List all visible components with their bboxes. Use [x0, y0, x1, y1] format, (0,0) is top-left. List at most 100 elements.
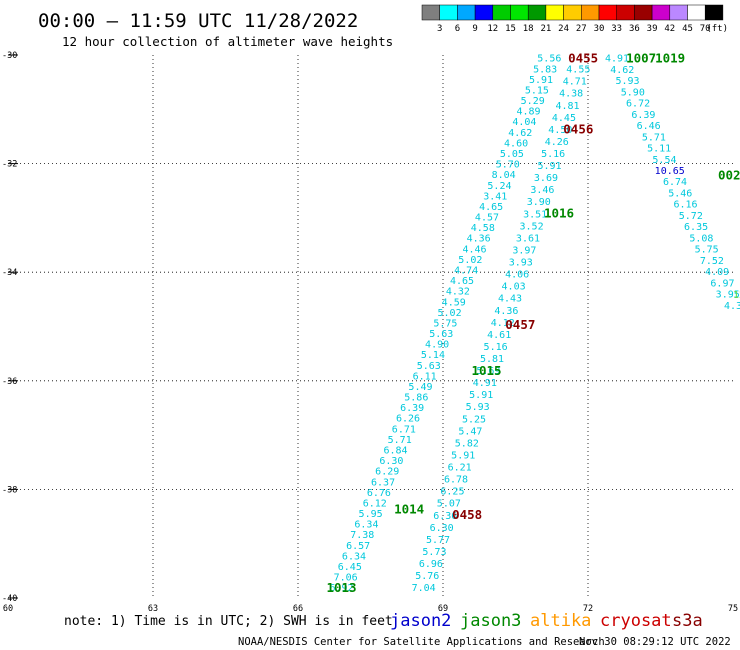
wave-height-value: 5.81 — [480, 354, 504, 365]
pass-time-label: 1015 — [471, 363, 501, 378]
wave-height-value: 7.38 — [350, 530, 374, 541]
color-scale-label: 24 — [558, 24, 569, 34]
color-scale-label: 15 — [505, 24, 516, 34]
wave-height-value: 4.43 — [498, 294, 522, 305]
color-scale-label: 70 — [700, 24, 711, 34]
wave-height-value: 5.02 — [458, 255, 482, 266]
wave-height-value: 5.95 — [359, 509, 383, 520]
wave-height-value: 4.90 — [425, 340, 449, 351]
wave-height-value: 5.77 — [426, 535, 450, 546]
wave-height-value: 4.03 — [502, 282, 526, 293]
wave-height-value: 4.81 — [555, 101, 579, 112]
color-swatch — [492, 4, 511, 21]
wave-height-value: 6.45 — [338, 562, 362, 573]
lon-tick-label: 72 — [583, 604, 593, 614]
color-scale-label: 6 — [455, 24, 460, 34]
wave-height-value: 5.05 — [500, 149, 524, 160]
wave-height-value: 5.25 — [462, 414, 486, 425]
wave-height-value: 6.84 — [383, 445, 407, 456]
wave-height-value: 3.46 — [530, 185, 554, 196]
legend-altika: altika — [530, 611, 591, 631]
wave-height-value: 6.96 — [419, 559, 443, 570]
wave-height-value: 6.21 — [448, 463, 472, 474]
wave-height-value: 6.30 — [379, 456, 403, 467]
wave-height-value: 6.97 — [710, 278, 734, 289]
wave-height-value: 5.63 — [429, 329, 453, 340]
wave-height-value: 4.61 — [487, 330, 511, 341]
color-swatch — [421, 4, 440, 21]
wave-height-value: 3.93 — [509, 258, 533, 269]
wave-height-value: 5.15 — [525, 85, 549, 96]
altimeter-tracks: 5.565.835.915.155.294.894.044.624.605.05… — [329, 54, 740, 594]
color-swatch — [687, 4, 706, 21]
wave-height-value: 4.36 — [467, 234, 491, 245]
page-subtitle: 12 hour collection of altimeter wave hei… — [62, 34, 393, 49]
wave-height-value: 6.39 — [631, 110, 655, 121]
color-scale-label: 18 — [523, 24, 534, 34]
pass-time-label: 1014 — [394, 501, 424, 516]
wave-height-value: 6.11 — [413, 371, 437, 382]
page-title: 00:00 – 11:59 UTC 11/28/2022 — [38, 10, 358, 32]
wave-height-value: 7.04 — [412, 583, 436, 594]
wave-height-value: 5.86 — [404, 393, 428, 404]
wave-height-value: 5.16 — [541, 149, 565, 160]
color-scale-bar — [421, 4, 724, 21]
wave-height-value: 3.61 — [516, 233, 540, 244]
wave-height-value: 6.46 — [637, 121, 661, 132]
wave-height-value: 5.54 — [652, 155, 676, 166]
pass-time-label: 1013 — [326, 580, 356, 595]
wave-height-value: 5.08 — [689, 233, 713, 244]
color-swatch — [457, 4, 476, 21]
lat-tick-label: -34 — [2, 268, 17, 278]
wave-height-value: 5.91 — [529, 75, 553, 86]
pass-time-label: 0020 — [718, 167, 740, 182]
wave-height-value: 5.70 — [496, 160, 520, 171]
wave-height-value: 6.74 — [663, 177, 687, 188]
wave-height-value: 6.76 — [367, 488, 391, 499]
wave-height-value: 7.06 — [334, 573, 358, 584]
wave-height-value: 5.63 — [417, 361, 441, 372]
wave-height-value: 3.52 — [520, 221, 544, 232]
wave-height-value: 4.65 — [450, 276, 474, 287]
pass-time-label: 1016 — [544, 205, 574, 220]
wave-height-value: 3.69 — [534, 173, 558, 184]
color-swatch — [651, 4, 671, 21]
wave-height-value: 4.04 — [512, 117, 536, 128]
pass-time-label: 1007 — [626, 51, 656, 66]
wave-height-value: 6.25 — [440, 487, 464, 498]
lat-tick-label: -40 — [2, 594, 17, 604]
wave-height-value: 5.75 — [695, 245, 719, 256]
wave-height-value: 6.72 — [626, 99, 650, 110]
footer-timestamp: Nov 30 08:29:12 UTC 2022 — [579, 636, 731, 648]
color-swatch — [669, 4, 688, 21]
color-scale-label: 27 — [576, 24, 587, 34]
wave-height-value: 3.90 — [527, 197, 551, 208]
color-scale-label: 30 — [594, 24, 605, 34]
lon-tick-label: 63 — [148, 604, 158, 614]
footer-credit: NOAA/NESDIS Center for Satellite Applica… — [238, 636, 605, 648]
color-swatch — [527, 4, 547, 21]
pass-time-label: 0456 — [563, 121, 593, 136]
legend-jason3: jason3 — [460, 611, 521, 631]
wave-height-value: 3.97 — [512, 245, 536, 256]
wave-height-value: 6.29 — [375, 467, 399, 478]
wave-height-value: 4.91 — [605, 54, 629, 65]
wave-height-value: 5.71 — [642, 132, 666, 143]
pass-time-label: 0457 — [505, 317, 535, 332]
wave-height-value: 6.26 — [396, 414, 420, 425]
wave-height-value: 5.07 — [437, 499, 461, 510]
wave-height-value: 4.62 — [610, 65, 634, 76]
wave-height-value: 5.83 — [533, 64, 557, 75]
lat-tick-label: -32 — [2, 160, 17, 170]
legend-jason2: jason2 — [390, 611, 451, 631]
wave-height-value: 5.47 — [458, 426, 482, 437]
color-swatch — [634, 4, 653, 21]
wave-height-value: 4.65 — [479, 202, 503, 213]
wave-height-value: 6.30 — [430, 523, 454, 534]
satellite-legend: jason2 jason3 altika cryosat s3a — [390, 611, 703, 631]
wave-height-value: 6.92 — [329, 583, 353, 594]
wave-height-value: 5.14 — [421, 350, 445, 361]
color-scale-label: 9 — [472, 24, 477, 34]
